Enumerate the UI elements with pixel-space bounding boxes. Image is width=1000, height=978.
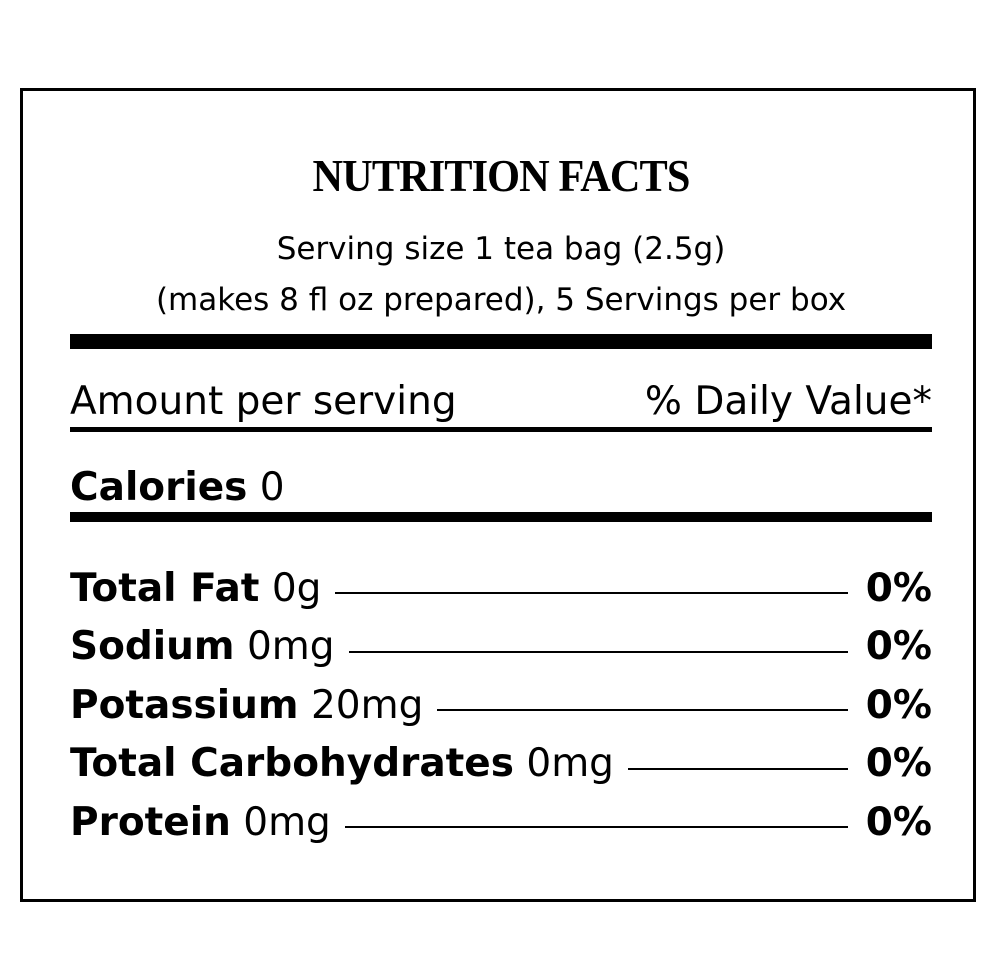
calories-rule <box>70 512 932 522</box>
calories-value: 0 <box>259 465 285 510</box>
leader-line <box>335 592 848 595</box>
nutrient-name: Total Carbohydrates <box>70 741 514 787</box>
amount-label: Amount per serving <box>70 379 457 424</box>
nutrient-row: Potassium 20mg 0% <box>70 676 932 735</box>
thick-rule <box>70 334 932 349</box>
nutrient-amount: 0mg <box>526 741 614 787</box>
nutrient-name: Potassium <box>70 682 299 728</box>
leader-line <box>627 767 848 770</box>
daily-value: 0% <box>865 741 932 787</box>
serving-line: (makes 8 fl oz prepared), 5 Servings per… <box>155 282 847 318</box>
nutrient-row: Sodium 0mg 0% <box>70 618 932 677</box>
leader-line <box>348 650 848 653</box>
nutrient-amount: 0mg <box>246 624 335 670</box>
calories-label: Calories <box>70 465 248 510</box>
daily-value: 0% <box>865 624 932 670</box>
serving-info: Serving size 1 tea bag (2.5g) (makes 8 f… <box>23 224 979 326</box>
nutrient-amount: 0g <box>271 565 322 611</box>
serving-line: Serving size 1 tea bag (2.5g) <box>276 231 726 267</box>
nutrient-name: Sodium <box>70 624 235 670</box>
daily-value: 0% <box>865 682 932 728</box>
leader-line <box>437 709 848 712</box>
nutrient-row: Total Carbohydrates 0mg 0% <box>70 735 932 794</box>
daily-value-label: % Daily Value* <box>644 379 932 424</box>
calories: Calories 0 <box>70 463 932 513</box>
title: NUTRITION FACTS <box>312 150 691 201</box>
rule <box>70 427 932 432</box>
nutrient-list: Total Fat 0g 0% Sodium 0mg 0% Potassium 20mg… <box>70 559 932 852</box>
leader-line <box>344 826 848 829</box>
nutrient-row: Total Fat 0g 0% <box>70 559 932 618</box>
label-box: NUTRITION FACTS Serving size 1 tea bag (… <box>20 88 976 902</box>
daily-value: 0% <box>865 799 932 845</box>
nutrient-amount: 0mg <box>243 799 331 845</box>
amount-header: Amount per serving % Daily Value* <box>70 377 932 427</box>
nutrient-name: Protein <box>70 799 231 845</box>
daily-value: 0% <box>865 565 932 611</box>
nutrient-row: Protein 0mg 0% <box>70 793 932 852</box>
nutrient-amount: 20mg <box>310 682 424 728</box>
nutrient-name: Total Fat <box>70 565 260 611</box>
